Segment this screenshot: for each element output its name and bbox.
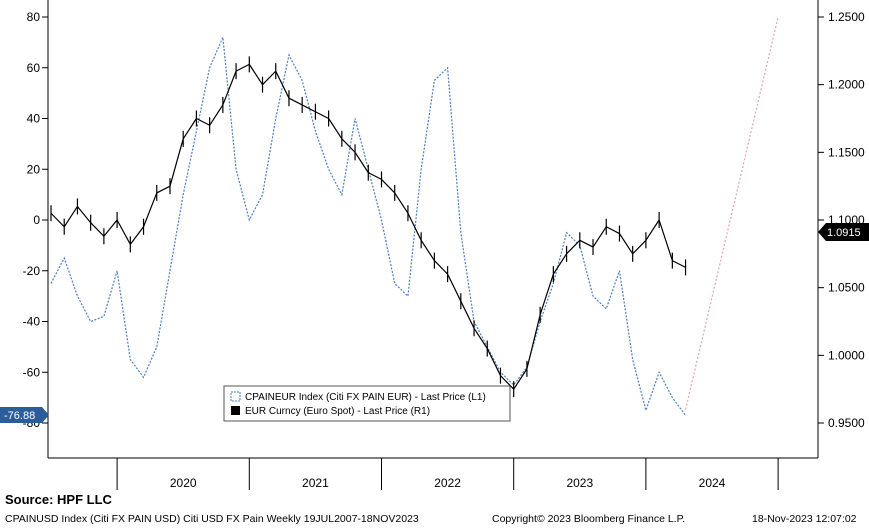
- eur-spot-segment: [288, 97, 303, 106]
- right-axis-ticks: 1.25001.20001.15001.10001.05001.00000.95…: [818, 10, 865, 430]
- eur-spot-segment: [500, 375, 515, 390]
- eur-spot-segment: [394, 192, 409, 214]
- eur-spot-segment: [539, 273, 554, 315]
- x-axis-ticks: 2020 2021 2022 2023 2024: [116, 458, 779, 490]
- eur-spot-segment: [209, 104, 224, 126]
- eur-spot-segment: [592, 226, 607, 248]
- eur-spot-segment: [275, 70, 290, 99]
- eur-spot-segment: [513, 368, 528, 390]
- eur-spot-segment: [116, 219, 131, 245]
- eur-spot-segment: [447, 273, 462, 302]
- eur-spot-segment: [301, 104, 316, 113]
- eur-spot-segment: [354, 152, 369, 173]
- left-tick-label: 60: [27, 61, 41, 75]
- source-label: Source: HPF LLC: [5, 492, 112, 507]
- eur-spot-segment: [420, 239, 435, 261]
- eur-spot-segment: [63, 206, 78, 228]
- eur-spot-segment: [460, 300, 475, 329]
- right-tick-label: 1.2000: [828, 78, 865, 92]
- eur-spot-segment: [222, 70, 237, 106]
- eur-spot-segment: [156, 185, 171, 194]
- footer-timestamp: 18-Nov-2023 12:07:02: [752, 513, 857, 525]
- series-2: [684, 16, 779, 410]
- left-tick-label: 40: [27, 112, 41, 126]
- eur-spot-segment: [262, 70, 277, 86]
- eur-spot-segment: [50, 212, 65, 228]
- series-layer: [50, 16, 779, 416]
- eur-spot-segment: [328, 118, 343, 140]
- left-tick-label: -60: [23, 365, 41, 379]
- right-tick-label: 1.0500: [828, 281, 865, 295]
- right-tick-label: 1.0000: [828, 348, 865, 362]
- legend: CPAINEUR Index (Citi FX PAIN EUR) - Last…: [223, 385, 511, 422]
- left-tick-label: -20: [23, 264, 41, 278]
- eur-spot-segment: [315, 111, 329, 120]
- eur-spot-segment: [645, 219, 660, 241]
- legend-item-pain-eur: CPAINEUR Index (Citi FX PAIN EUR) - Last…: [245, 392, 486, 403]
- series-1: [50, 56, 687, 398]
- eur-spot-segment: [90, 222, 105, 237]
- x-tick-label: 2024: [699, 476, 726, 490]
- eur-spot-segment: [129, 226, 145, 245]
- left-tick-label: -40: [23, 315, 41, 329]
- eur-spot-segment: [552, 253, 568, 275]
- right-tick-label: 1.1500: [828, 145, 865, 159]
- last-value-left: -76.88: [4, 410, 35, 422]
- x-tick-label: 2023: [566, 476, 593, 490]
- eur-spot-segment: [433, 260, 449, 275]
- last-value-right: 1.0915: [827, 227, 861, 239]
- eur-spot-segment: [103, 219, 118, 237]
- x-tick-label: 2020: [170, 476, 197, 490]
- series-0: [50, 34, 687, 416]
- eur-spot-segment: [579, 239, 594, 248]
- eur-spot-segment: [486, 348, 502, 376]
- eur-spot-segment: [169, 138, 184, 187]
- eur-spot-segment: [76, 206, 92, 224]
- x-tick-label: 2021: [302, 476, 329, 490]
- eur-spot-segment: [526, 314, 541, 370]
- right-tick-label: 1.2500: [828, 10, 865, 24]
- eur-spot-segment: [142, 192, 158, 227]
- eur-spot-segment: [618, 233, 634, 255]
- eur-spot-segment: [672, 260, 686, 268]
- eur-spot-segment: [407, 212, 422, 241]
- left-tick-label: 20: [27, 162, 41, 176]
- right-tick-label: 0.9500: [828, 416, 865, 430]
- footer-left: CPAINUSD Index (Citi FX PAIN USD) Citi U…: [5, 513, 419, 525]
- eur-spot-segment: [381, 178, 396, 194]
- pain-eur-line: [50, 34, 687, 416]
- eur-spot-segment: [182, 118, 197, 140]
- legend-item-eur-spot: EUR Curncy (Euro Spot) - Last Price (R1): [245, 406, 430, 417]
- last-value-right-badge: 1.0915: [818, 223, 869, 241]
- left-tick-label: 0: [33, 213, 40, 227]
- eur-spot-segment: [341, 138, 356, 153]
- eur-spot-segment: [196, 117, 210, 126]
- eur-spot-segment: [235, 63, 250, 72]
- eur-spot-segment: [605, 226, 620, 235]
- legend-swatch-pain-eur: [230, 391, 241, 402]
- eur-spot-segment: [368, 172, 382, 180]
- eur-spot-segment: [632, 239, 647, 255]
- eur-spot-segment: [248, 64, 264, 85]
- eur-spot-segment: [566, 239, 581, 255]
- eur-spot-segment: [658, 219, 673, 261]
- eur-spot-segment: [473, 327, 488, 349]
- x-tick-label: 2022: [434, 476, 461, 490]
- left-tick-label: 80: [27, 10, 41, 24]
- footer-copyright: Copyright© 2023 Bloomberg Finance L.P.: [492, 513, 686, 525]
- projection-line: [684, 16, 779, 410]
- legend-swatch-eur-spot: [231, 406, 240, 415]
- last-value-left-badge: -76.88: [0, 407, 49, 423]
